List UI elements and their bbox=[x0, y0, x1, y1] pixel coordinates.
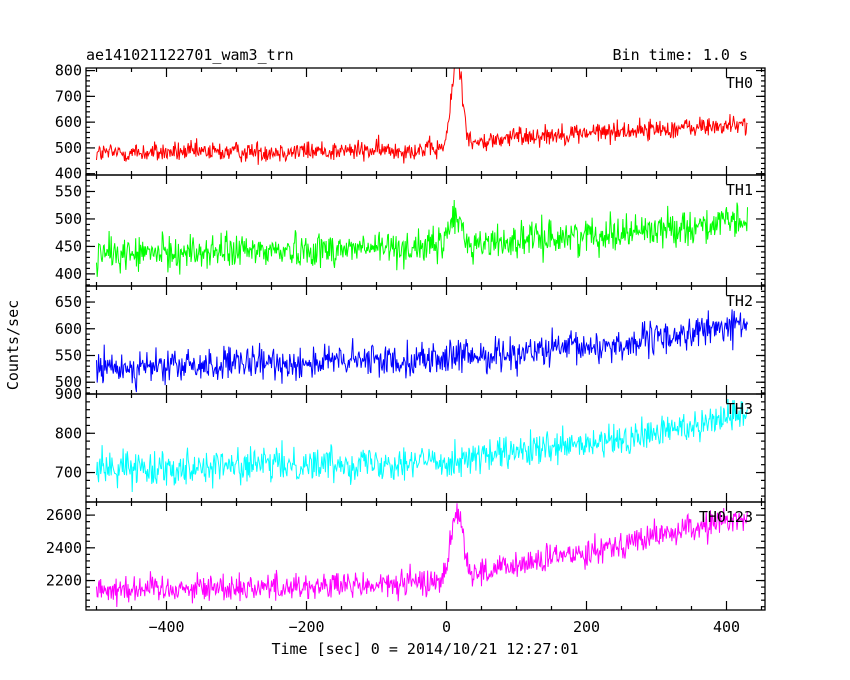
panel-th1: 400 450 500 550 TH1 bbox=[55, 174, 766, 287]
panel-frame bbox=[85, 501, 766, 611]
x-tick-label: −400 bbox=[148, 618, 184, 636]
y-tick-label: 400 bbox=[55, 265, 82, 283]
y-tick-label: 700 bbox=[55, 464, 82, 482]
y-tick-label: 2400 bbox=[46, 539, 82, 557]
y-tick-label: 2200 bbox=[46, 572, 82, 590]
x-tick-label: 0 bbox=[442, 618, 451, 636]
x-tick-label: −200 bbox=[288, 618, 324, 636]
y-tick-label: 700 bbox=[55, 87, 82, 105]
y-axis-label: Counts/sec bbox=[4, 300, 22, 390]
y-tick-label: 800 bbox=[55, 424, 82, 442]
y-tick-label: 650 bbox=[55, 293, 82, 311]
panels-group: 400 500 600 700 800 TH0 400 450 500 550 TH1 500 550 6… bbox=[46, 62, 766, 636]
y-tick-label: 400 bbox=[55, 165, 82, 183]
x-tick-label: 400 bbox=[713, 618, 740, 636]
series-line-th0123 bbox=[96, 503, 748, 608]
panel-label: TH2 bbox=[726, 292, 753, 310]
y-tick-label: 500 bbox=[55, 210, 82, 228]
panel-frame bbox=[85, 67, 766, 176]
chart-title-left: ae141021122701_wam3_trn bbox=[86, 46, 294, 64]
series-line-th1 bbox=[96, 200, 748, 277]
panel-label: TH0123 bbox=[699, 508, 753, 526]
y-tick-label: 600 bbox=[55, 113, 82, 131]
x-axis-label: Time [sec] 0 = 2014/10/21 12:27:01 bbox=[271, 640, 578, 658]
panel-label: TH3 bbox=[726, 400, 753, 418]
y-tick-label: 550 bbox=[55, 182, 82, 200]
y-tick-label: 500 bbox=[55, 139, 82, 157]
series-line-th2 bbox=[96, 309, 748, 393]
series-line-th3 bbox=[96, 398, 748, 492]
panel-th0123: 2200 2400 2600 TH0123 bbox=[46, 501, 766, 611]
y-tick-label: 600 bbox=[55, 320, 82, 338]
y-tick-label: 500 bbox=[55, 373, 82, 391]
x-tick-label: 200 bbox=[573, 618, 600, 636]
chart-title-right: Bin time: 1.0 s bbox=[613, 46, 748, 64]
y-tick-label: 900 bbox=[55, 385, 82, 403]
panel-th3: 700 800 900 TH3 bbox=[55, 385, 766, 503]
panel-label: TH1 bbox=[726, 181, 753, 199]
panel-th2: 500 550 600 650 TH2 bbox=[55, 285, 766, 395]
panel-th0: 400 500 600 700 800 TH0 bbox=[55, 62, 766, 183]
y-tick-label: 550 bbox=[55, 347, 82, 365]
series-line-th0 bbox=[96, 68, 748, 165]
panel-frame bbox=[85, 285, 766, 395]
y-tick-label: 800 bbox=[55, 62, 82, 80]
panel-label: TH0 bbox=[726, 74, 753, 92]
y-tick-label: 450 bbox=[55, 237, 82, 255]
y-tick-label: 2600 bbox=[46, 506, 82, 524]
